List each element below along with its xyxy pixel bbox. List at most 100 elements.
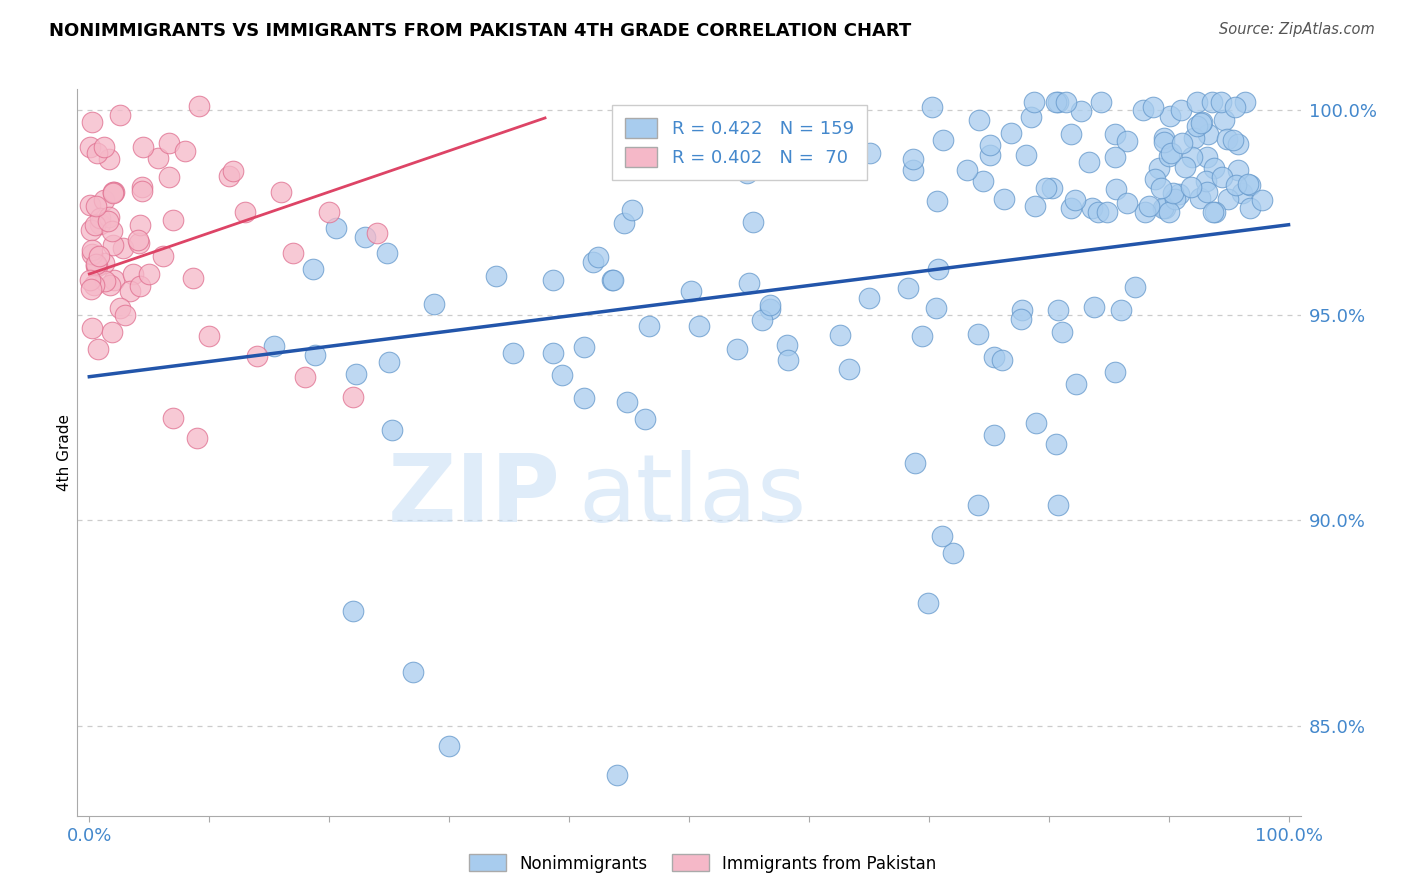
Point: [1109, 303, 1132, 318]
Point: [302, 262, 325, 277]
Point: [776, 352, 799, 367]
Point: [122, 267, 145, 281]
Point: [181, 271, 204, 285]
Point: [131, 184, 153, 198]
Point: [1211, 95, 1233, 109]
Point: [103, 185, 125, 199]
Point: [1227, 163, 1250, 178]
Point: [1010, 311, 1032, 326]
Point: [1227, 137, 1250, 152]
Point: [828, 327, 851, 342]
Point: [1083, 300, 1105, 314]
Point: [120, 284, 142, 298]
Point: [1239, 178, 1261, 192]
Point: [1180, 179, 1202, 194]
Point: [157, 136, 180, 150]
Point: [751, 313, 773, 327]
Point: [990, 352, 1012, 367]
Point: [485, 269, 508, 284]
Point: [103, 272, 125, 286]
Point: [1211, 169, 1233, 184]
Point: [86, 257, 108, 271]
Text: atlas: atlas: [579, 450, 807, 542]
Point: [128, 235, 150, 250]
Point: [620, 202, 643, 217]
Point: [129, 278, 152, 293]
Point: [344, 368, 367, 382]
Point: [1157, 148, 1180, 162]
Point: [378, 355, 401, 369]
Point: [1137, 199, 1160, 213]
Point: [942, 546, 965, 560]
Point: [162, 410, 184, 425]
Point: [1153, 130, 1175, 145]
Point: [318, 205, 340, 219]
Point: [89, 217, 111, 231]
Point: [845, 127, 868, 141]
Point: [1201, 95, 1223, 109]
Point: [1222, 133, 1244, 147]
Text: Source: ZipAtlas.com: Source: ZipAtlas.com: [1219, 22, 1375, 37]
Point: [967, 498, 990, 512]
Point: [993, 192, 1015, 206]
Point: [1181, 150, 1204, 164]
Point: [550, 368, 572, 382]
Point: [1153, 135, 1175, 149]
Point: [1104, 127, 1126, 141]
Point: [1011, 303, 1033, 318]
Point: [1047, 302, 1070, 317]
Point: [1024, 199, 1046, 213]
Point: [903, 456, 925, 470]
Point: [132, 140, 155, 154]
Point: [972, 174, 994, 188]
Point: [1216, 132, 1239, 146]
Point: [1213, 113, 1236, 128]
Point: [979, 148, 1001, 162]
Point: [1191, 115, 1213, 129]
Point: [138, 267, 160, 281]
Point: [541, 273, 564, 287]
Point: [1182, 131, 1205, 145]
Point: [246, 349, 269, 363]
Point: [1189, 116, 1212, 130]
Point: [1225, 178, 1247, 193]
Legend: R = 0.422   N = 159, R = 0.402   N =  70: R = 0.422 N = 159, R = 0.402 N = 70: [613, 105, 866, 179]
Point: [1132, 103, 1154, 118]
Point: [1239, 202, 1261, 216]
Point: [616, 394, 638, 409]
Point: [79, 139, 101, 153]
Point: [688, 319, 710, 334]
Point: [606, 768, 628, 782]
Point: [80, 223, 103, 237]
Point: [86, 259, 108, 273]
Point: [218, 169, 240, 183]
Point: [602, 273, 624, 287]
Point: [94, 273, 117, 287]
Point: [931, 528, 953, 542]
Point: [1123, 280, 1146, 294]
Point: [304, 347, 326, 361]
Point: [402, 665, 425, 680]
Point: [1223, 100, 1246, 114]
Point: [97, 210, 120, 224]
Point: [84, 199, 107, 213]
Point: [979, 137, 1001, 152]
Point: [98, 278, 121, 293]
Point: [956, 162, 979, 177]
Y-axis label: 4th Grade: 4th Grade: [56, 414, 72, 491]
Point: [186, 431, 208, 445]
Point: [233, 205, 256, 219]
Point: [1174, 161, 1197, 175]
Point: [1197, 185, 1219, 199]
Point: [502, 346, 524, 360]
Point: [759, 301, 782, 316]
Point: [1000, 126, 1022, 140]
Point: [87, 248, 110, 262]
Point: [742, 215, 765, 229]
Point: [100, 326, 122, 340]
Point: [127, 233, 149, 247]
Point: [86, 259, 108, 273]
Point: [1115, 195, 1137, 210]
Point: [131, 180, 153, 194]
Point: [1045, 95, 1067, 109]
